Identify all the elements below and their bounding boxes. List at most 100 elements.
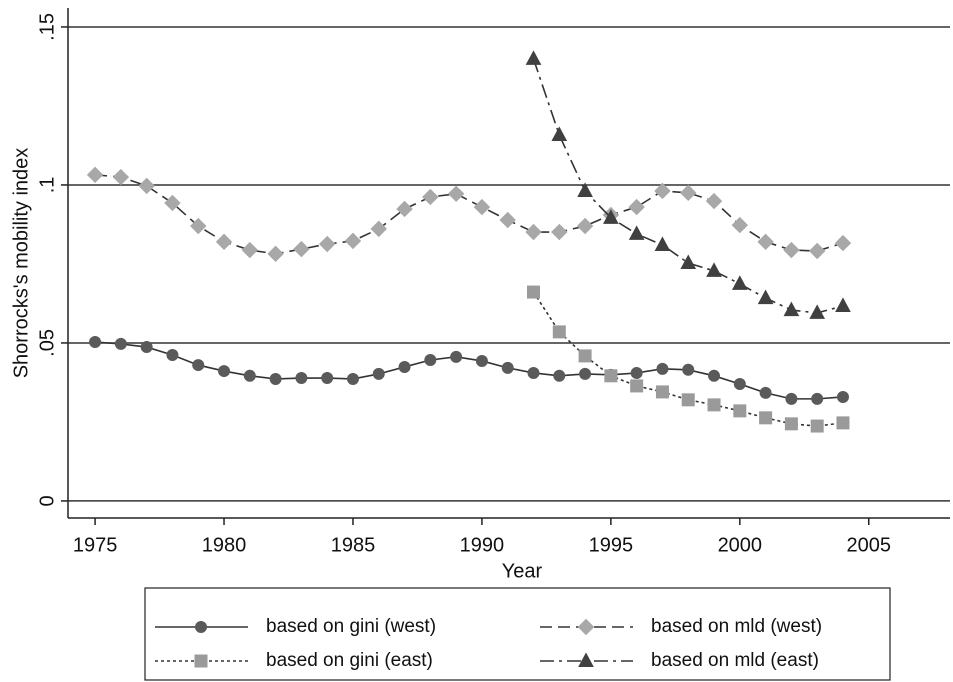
y-tick-label: .1 — [36, 177, 58, 194]
legend-marker — [195, 621, 207, 633]
point — [450, 350, 463, 363]
point — [499, 211, 516, 229]
point — [293, 240, 310, 258]
point — [630, 366, 643, 379]
point — [654, 236, 671, 251]
y-axis-title: Shorrocks's mobility index — [10, 148, 32, 379]
point — [138, 177, 155, 195]
legend-marker — [194, 654, 208, 668]
point — [808, 242, 826, 260]
point — [372, 367, 385, 380]
point — [731, 275, 748, 290]
point — [475, 354, 488, 367]
point — [733, 404, 747, 418]
point — [707, 398, 721, 412]
point — [398, 360, 411, 373]
series-line — [95, 174, 844, 255]
point — [705, 192, 723, 210]
y-tick-label: .05 — [36, 329, 58, 357]
x-tick-label: 1975 — [73, 534, 118, 556]
point — [757, 233, 774, 251]
point — [321, 372, 334, 385]
point — [757, 289, 774, 305]
point — [603, 209, 619, 224]
x-tick-label: 2000 — [718, 534, 763, 556]
point — [836, 390, 849, 403]
legend-box — [144, 587, 891, 681]
x-tick-label: 1980 — [202, 534, 247, 556]
point — [241, 241, 259, 259]
point — [628, 225, 645, 240]
point — [473, 198, 491, 216]
point — [422, 188, 439, 206]
x-tick-label: 1990 — [460, 534, 505, 556]
point — [551, 126, 568, 142]
point — [344, 232, 362, 250]
x-tick-label: 1985 — [331, 534, 376, 556]
point — [784, 417, 798, 431]
point — [295, 372, 308, 385]
point — [731, 216, 749, 234]
point — [215, 233, 233, 251]
point — [834, 234, 852, 252]
point — [654, 182, 671, 200]
point — [112, 168, 130, 186]
point — [576, 217, 594, 235]
point — [680, 184, 697, 202]
point — [836, 416, 850, 430]
x-tick-label: 2005 — [847, 534, 892, 556]
point — [267, 245, 284, 263]
point — [681, 393, 695, 407]
point — [553, 369, 566, 382]
point — [346, 372, 359, 385]
point — [370, 220, 387, 238]
point — [551, 223, 568, 241]
point — [835, 297, 851, 312]
point — [424, 354, 437, 367]
point — [706, 262, 722, 277]
point — [552, 325, 566, 339]
legend-marker — [578, 652, 594, 667]
point — [140, 341, 153, 354]
point — [525, 223, 542, 241]
point — [396, 200, 413, 218]
point — [114, 337, 127, 350]
point — [192, 359, 205, 372]
point — [527, 285, 540, 299]
point — [810, 419, 824, 433]
x-axis-title: Year — [502, 560, 543, 582]
point — [269, 372, 282, 385]
point — [680, 254, 697, 269]
point — [164, 194, 181, 212]
point — [318, 235, 336, 253]
point — [525, 50, 542, 65]
legend-marker — [577, 618, 595, 636]
point — [604, 369, 618, 383]
point — [785, 392, 798, 405]
point — [243, 369, 256, 382]
point — [86, 166, 104, 184]
series-line — [95, 341, 844, 400]
point — [783, 301, 800, 317]
point — [89, 335, 102, 348]
point — [655, 385, 669, 399]
point — [783, 241, 800, 259]
point — [630, 379, 644, 393]
legend-label: based on gini (east) — [266, 650, 433, 671]
point — [733, 378, 746, 391]
y-tick-label: 0 — [36, 495, 58, 506]
point — [579, 367, 592, 380]
point — [166, 348, 179, 361]
y-tick-label: .15 — [36, 13, 58, 41]
point — [577, 182, 593, 197]
point — [190, 217, 207, 235]
point — [527, 366, 540, 379]
legend-label: based on mld (west) — [651, 616, 822, 637]
point — [708, 369, 721, 382]
point — [447, 185, 465, 203]
point — [811, 392, 824, 405]
point — [501, 361, 514, 374]
point — [759, 411, 773, 425]
point — [809, 304, 826, 319]
